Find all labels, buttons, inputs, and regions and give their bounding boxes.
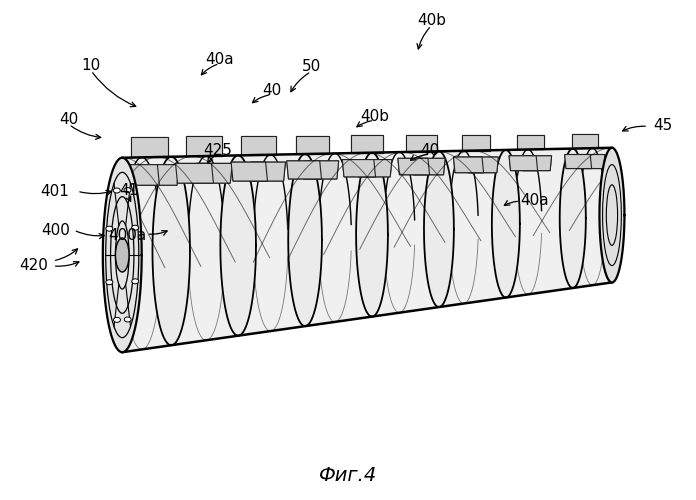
Polygon shape (454, 157, 484, 172)
Polygon shape (152, 157, 190, 345)
Polygon shape (468, 157, 498, 172)
Polygon shape (342, 160, 376, 177)
Circle shape (132, 225, 139, 230)
Polygon shape (461, 135, 490, 150)
Polygon shape (509, 156, 537, 170)
Polygon shape (461, 135, 490, 150)
Text: 40: 40 (262, 83, 281, 98)
Text: 10: 10 (81, 58, 101, 73)
Text: 40b: 40b (417, 13, 446, 28)
Circle shape (106, 280, 113, 284)
Polygon shape (231, 162, 267, 181)
Polygon shape (523, 156, 552, 170)
Polygon shape (560, 148, 586, 288)
Polygon shape (120, 164, 159, 185)
Polygon shape (572, 134, 598, 148)
Polygon shape (241, 136, 276, 155)
Text: 40: 40 (420, 143, 440, 158)
Polygon shape (288, 154, 322, 326)
Polygon shape (509, 156, 537, 170)
Polygon shape (398, 158, 429, 175)
Circle shape (124, 188, 131, 192)
Polygon shape (304, 161, 339, 179)
Text: 40a: 40a (521, 192, 549, 208)
Polygon shape (413, 158, 445, 175)
Circle shape (132, 279, 139, 284)
Polygon shape (358, 160, 392, 177)
Polygon shape (120, 164, 159, 185)
Polygon shape (249, 162, 285, 181)
Text: Фиг.4: Фиг.4 (319, 466, 377, 485)
Polygon shape (358, 160, 392, 177)
Polygon shape (468, 157, 498, 172)
Polygon shape (194, 164, 232, 183)
Text: 40b: 40b (360, 109, 389, 124)
Polygon shape (186, 136, 222, 156)
Polygon shape (564, 154, 592, 168)
Polygon shape (221, 156, 256, 336)
Polygon shape (296, 136, 329, 154)
Polygon shape (572, 134, 598, 148)
Polygon shape (599, 148, 624, 282)
Text: 50: 50 (301, 59, 321, 74)
Polygon shape (287, 161, 322, 179)
Polygon shape (424, 152, 454, 307)
Polygon shape (517, 134, 544, 150)
Text: 40: 40 (59, 112, 79, 127)
Text: 400: 400 (41, 222, 70, 238)
Polygon shape (249, 162, 285, 181)
Polygon shape (131, 136, 168, 157)
Polygon shape (413, 158, 445, 175)
Polygon shape (578, 154, 605, 168)
Polygon shape (356, 152, 388, 316)
Polygon shape (351, 136, 383, 153)
Polygon shape (103, 158, 142, 352)
Polygon shape (492, 150, 520, 298)
Polygon shape (406, 135, 436, 152)
Polygon shape (398, 158, 429, 175)
Polygon shape (578, 154, 605, 168)
Polygon shape (139, 164, 179, 185)
Polygon shape (186, 136, 222, 156)
Polygon shape (175, 164, 214, 183)
Polygon shape (523, 156, 552, 170)
Polygon shape (175, 164, 214, 183)
Polygon shape (454, 157, 484, 172)
Text: 41: 41 (120, 182, 139, 198)
Ellipse shape (116, 238, 129, 272)
Circle shape (106, 226, 113, 231)
Polygon shape (564, 154, 592, 168)
Polygon shape (231, 162, 267, 181)
Text: 401: 401 (40, 184, 69, 198)
Circle shape (113, 188, 120, 193)
Polygon shape (517, 134, 544, 150)
Text: 425: 425 (203, 143, 232, 158)
Polygon shape (406, 135, 436, 152)
Polygon shape (287, 161, 322, 179)
Polygon shape (139, 164, 179, 185)
Polygon shape (131, 136, 168, 157)
Polygon shape (304, 161, 339, 179)
Polygon shape (296, 136, 329, 154)
Circle shape (113, 318, 120, 322)
Polygon shape (122, 148, 612, 352)
Polygon shape (342, 160, 376, 177)
Text: 45: 45 (654, 118, 673, 133)
Circle shape (124, 317, 131, 322)
Polygon shape (241, 136, 276, 155)
Polygon shape (351, 136, 383, 153)
Text: 400a: 400a (109, 228, 147, 242)
Text: 40a: 40a (205, 52, 234, 67)
Polygon shape (194, 164, 232, 183)
Text: 420: 420 (19, 258, 48, 274)
